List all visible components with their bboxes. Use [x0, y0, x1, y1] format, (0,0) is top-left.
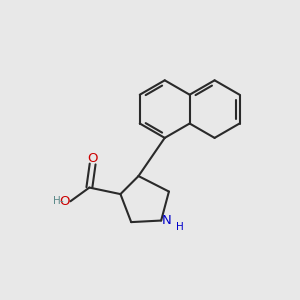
Text: H: H	[53, 196, 61, 206]
Text: -: -	[60, 196, 63, 206]
Text: O: O	[87, 152, 98, 165]
Text: N: N	[162, 214, 172, 227]
Text: H: H	[176, 222, 183, 232]
Text: O: O	[59, 195, 70, 208]
